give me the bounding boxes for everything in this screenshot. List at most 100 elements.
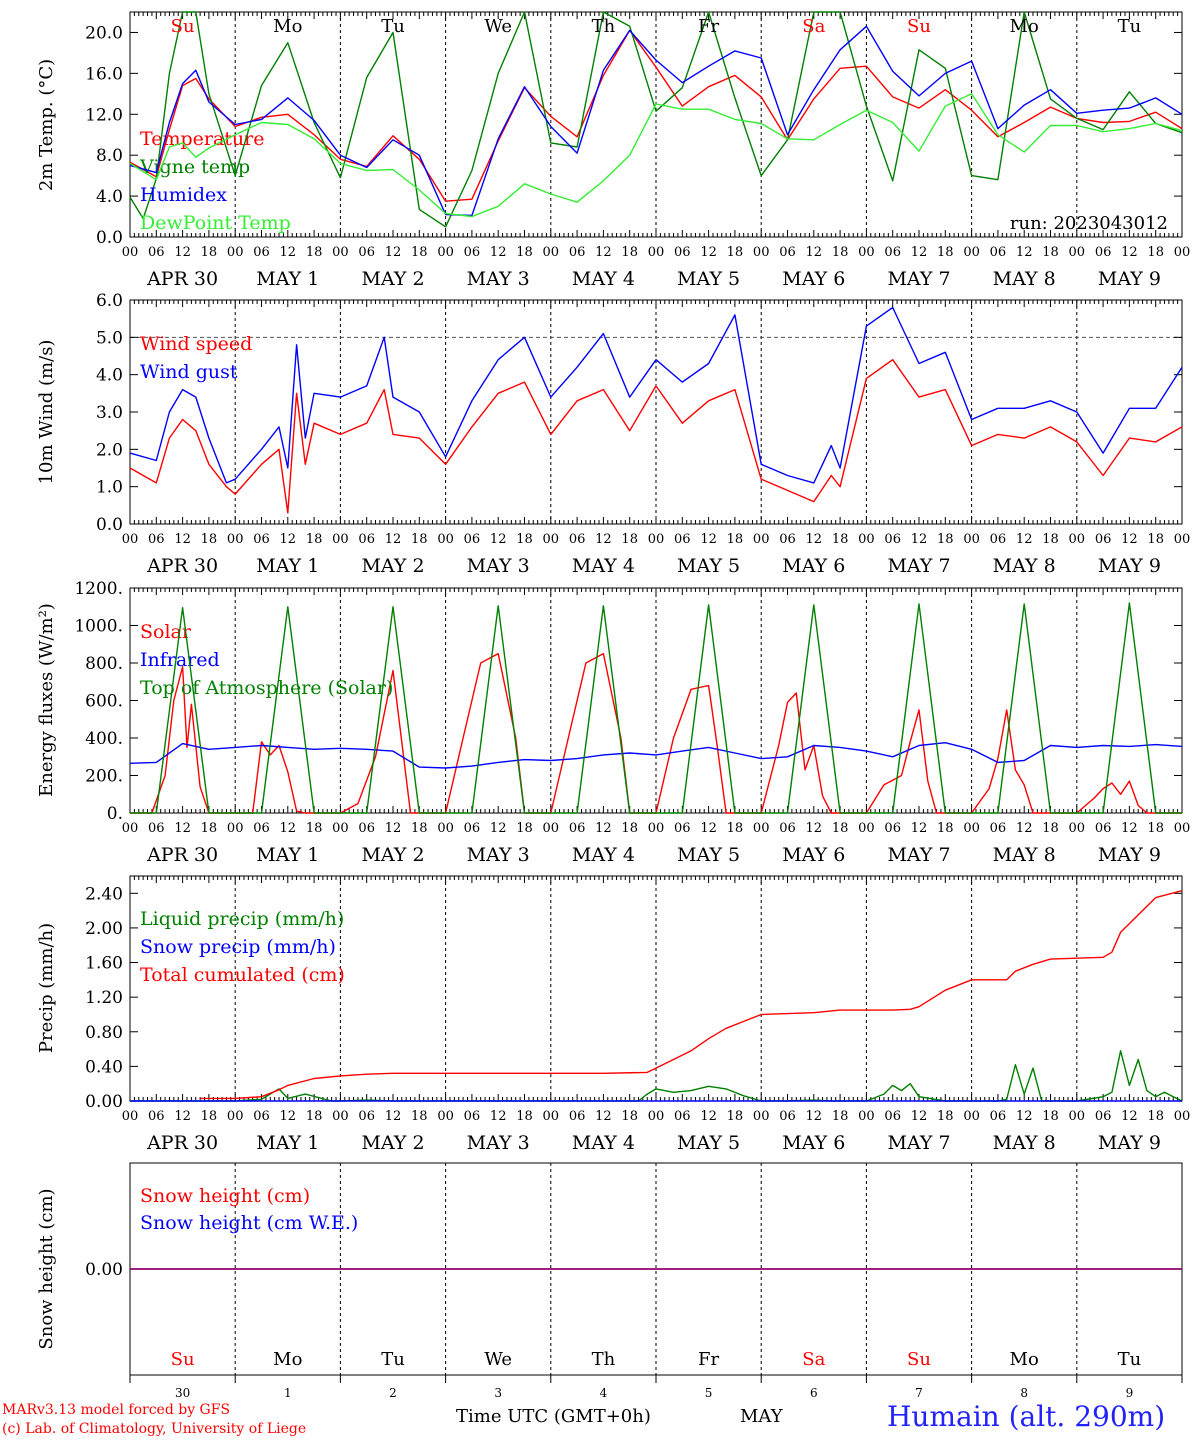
x-hour-label: 12	[490, 532, 507, 547]
date-label: MAY 5	[677, 844, 740, 866]
x-hour-label: 00	[122, 1109, 139, 1124]
day-number-label: 7	[915, 1386, 923, 1400]
x-hour-label: 06	[253, 1109, 270, 1124]
series-line	[129, 359, 1183, 514]
x-hour-label: 00	[227, 1109, 244, 1124]
x-hour-label: 12	[174, 532, 191, 547]
x-hour-label: 06	[358, 245, 375, 260]
y-tick-label: 0.0	[96, 228, 123, 248]
x-hour-label: 06	[779, 245, 796, 260]
y-tick-label: 4.0	[96, 366, 123, 386]
y-tick-label: 1.0	[96, 478, 123, 498]
panel-4: 0.00 0.40 0.80 1.20 1.60 2.00 2.40 Precip (mm/h…	[36, 875, 1190, 1154]
date-label: APR 30	[146, 1132, 218, 1154]
x-hour-label: 12	[806, 532, 823, 547]
weekday-label: Th	[592, 16, 616, 37]
y-axis-label: Energy fluxes (W/m²)	[36, 603, 57, 797]
day-number-label: 6	[810, 1386, 818, 1400]
y-axis-label: 2m Temp. (°C)	[36, 59, 57, 191]
x-hour-label: 18	[1042, 1109, 1059, 1124]
day-number-label: 2	[389, 1386, 397, 1400]
y-tick-label: 0.	[107, 804, 123, 824]
date-label: MAY 7	[887, 1132, 950, 1154]
x-hour-label: 00	[963, 532, 980, 547]
x-hour-label: 18	[411, 245, 428, 260]
x-hour-label: 18	[201, 1109, 218, 1124]
x-hour-label: 18	[727, 532, 744, 547]
weekday-label: We	[484, 1349, 512, 1370]
x-hour-label: 06	[779, 1109, 796, 1124]
x-hour-label: 06	[148, 532, 165, 547]
x-hour-label: 00	[122, 821, 139, 836]
day-number-label: 30	[175, 1386, 190, 1400]
x-hour-label: 00	[227, 245, 244, 260]
weekday-label: Mo	[273, 1349, 302, 1370]
y-tick-label: 0.00	[85, 1092, 123, 1112]
day-number-label: 3	[494, 1386, 502, 1400]
x-hour-label: 06	[1095, 245, 1112, 260]
weekday-label: Tu	[1118, 16, 1142, 37]
weekday-label: Su	[171, 16, 195, 37]
x-hour-label: 18	[516, 532, 533, 547]
x-hour-label: 00	[1069, 1109, 1086, 1124]
date-label: MAY 7	[887, 555, 950, 577]
x-hour-label: 06	[1095, 821, 1112, 836]
y-tick-label: 8.0	[96, 146, 123, 166]
x-hour-label: 18	[621, 532, 638, 547]
x-hour-label: 06	[464, 1109, 481, 1124]
x-hour-label: 18	[727, 821, 744, 836]
x-hour-label: 12	[1121, 532, 1138, 547]
x-hour-label: 00	[753, 532, 770, 547]
legend-entry: Total cumulated (cm)	[140, 964, 345, 986]
legend-entry: Snow precip (mm/h)	[140, 936, 336, 958]
x-hour-label: 00	[1069, 821, 1086, 836]
date-label: MAY 7	[887, 268, 950, 290]
x-hour-label: 18	[1042, 821, 1059, 836]
x-hour-label: 12	[385, 245, 402, 260]
x-hour-label: 18	[1042, 532, 1059, 547]
y-axis-label: 10m Wind (m/s)	[36, 340, 57, 485]
weekday-label: Su	[171, 1349, 195, 1370]
x-hour-label: 18	[1147, 532, 1164, 547]
date-label: MAY 4	[572, 555, 635, 577]
x-hour-label: 18	[832, 245, 849, 260]
x-hour-label: 18	[516, 245, 533, 260]
date-label: MAY 2	[361, 844, 424, 866]
date-label: MAY 6	[782, 1132, 845, 1154]
legend-entry: Temperature	[140, 128, 264, 150]
panel-1: 0.0 4.0 8.0 12.0 16.0 20.0 2m Temp. (°C) Temper…	[36, 11, 1190, 290]
y-tick-label: 12.0	[85, 105, 123, 125]
y-tick-label: 3.0	[96, 403, 123, 423]
panel-5: 0.00 Snow height (cm) Snow height (cm) Snow…	[36, 1162, 1183, 1376]
month-label: MAY	[740, 1406, 783, 1427]
x-hour-label: 00	[437, 532, 454, 547]
x-hour-label: 18	[201, 821, 218, 836]
weekday-label: Sa	[802, 1349, 825, 1370]
x-hour-label: 00	[543, 245, 560, 260]
x-hour-label: 12	[911, 245, 928, 260]
x-hour-label: 12	[700, 1109, 717, 1124]
x-hour-label: 18	[621, 245, 638, 260]
series-line	[129, 306, 1183, 484]
y-tick-label: 200.	[85, 767, 123, 787]
x-hour-label: 18	[306, 245, 323, 260]
x-hour-label: 00	[1069, 532, 1086, 547]
date-label: MAY 6	[782, 268, 845, 290]
day-number-label: 4	[600, 1386, 608, 1400]
plot-frame	[129, 299, 1183, 525]
x-hour-label: 06	[569, 1109, 586, 1124]
y-tick-label: 1200.	[74, 579, 123, 599]
date-label: MAY 6	[782, 555, 845, 577]
date-label: MAY 2	[361, 1132, 424, 1154]
date-label: APR 30	[146, 268, 218, 290]
date-label: MAY 1	[256, 844, 319, 866]
x-hour-label: 06	[358, 1109, 375, 1124]
x-hour-label: 00	[227, 821, 244, 836]
x-hour-label: 06	[674, 245, 691, 260]
x-hour-label: 12	[490, 245, 507, 260]
x-hour-label: 18	[937, 245, 954, 260]
date-label: MAY 3	[467, 268, 530, 290]
x-hour-label: 00	[543, 532, 560, 547]
x-hour-label: 00	[332, 1109, 349, 1124]
